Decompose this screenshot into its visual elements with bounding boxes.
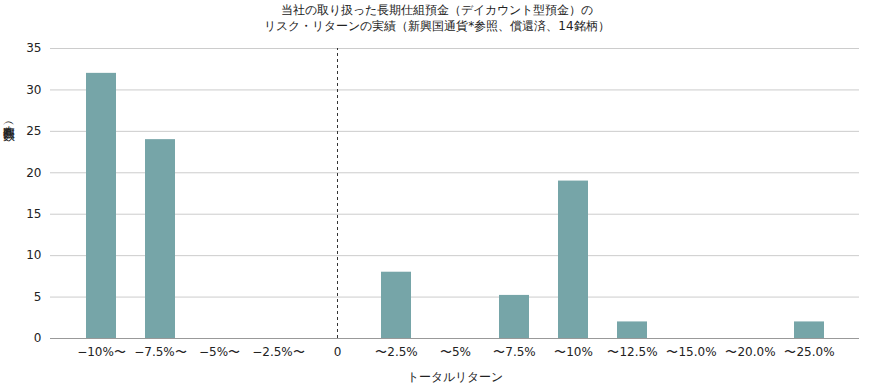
svg-text:〜7.5%: 〜7.5% (493, 345, 536, 359)
svg-text:5: 5 (34, 290, 42, 304)
svg-text:−2.5%〜: −2.5%〜 (252, 345, 305, 359)
svg-text:35: 35 (26, 41, 41, 55)
svg-text:30: 30 (26, 83, 41, 97)
svg-text:〜12.5%: 〜12.5% (607, 345, 657, 359)
svg-text:25: 25 (26, 124, 41, 138)
svg-text:トータルリターン: トータルリターン (407, 370, 503, 384)
svg-text:−7.5%〜: −7.5%〜 (134, 345, 187, 359)
svg-text:〜10%: 〜10% (554, 345, 593, 359)
svg-text:〜20.0%: 〜20.0% (725, 345, 775, 359)
svg-text:〜25.0%: 〜25.0% (784, 345, 834, 359)
svg-text:−10%〜: −10%〜 (77, 345, 126, 359)
html-text:本数（回数）: 本数（回数） (2, 116, 16, 122)
svg-text:〜2.5%: 〜2.5% (375, 345, 418, 359)
svg-text:10: 10 (26, 248, 41, 262)
svg-text:20: 20 (26, 166, 41, 180)
svg-text:15: 15 (26, 207, 41, 221)
svg-text:0: 0 (34, 331, 42, 345)
svg-text:0: 0 (334, 345, 342, 359)
html-text:当社の取り扱った長期仕組預金（デイカウント型預金）の リスク: 当社の取り扱った長期仕組預金（デイカウント型預金）の リスク・リターンの実績（新… (264, 3, 610, 33)
svg-text:〜5%: 〜5% (440, 345, 471, 359)
svg-text:〜15.0%: 〜15.0% (666, 345, 716, 359)
svg-text:−5%〜: −5%〜 (199, 345, 240, 359)
